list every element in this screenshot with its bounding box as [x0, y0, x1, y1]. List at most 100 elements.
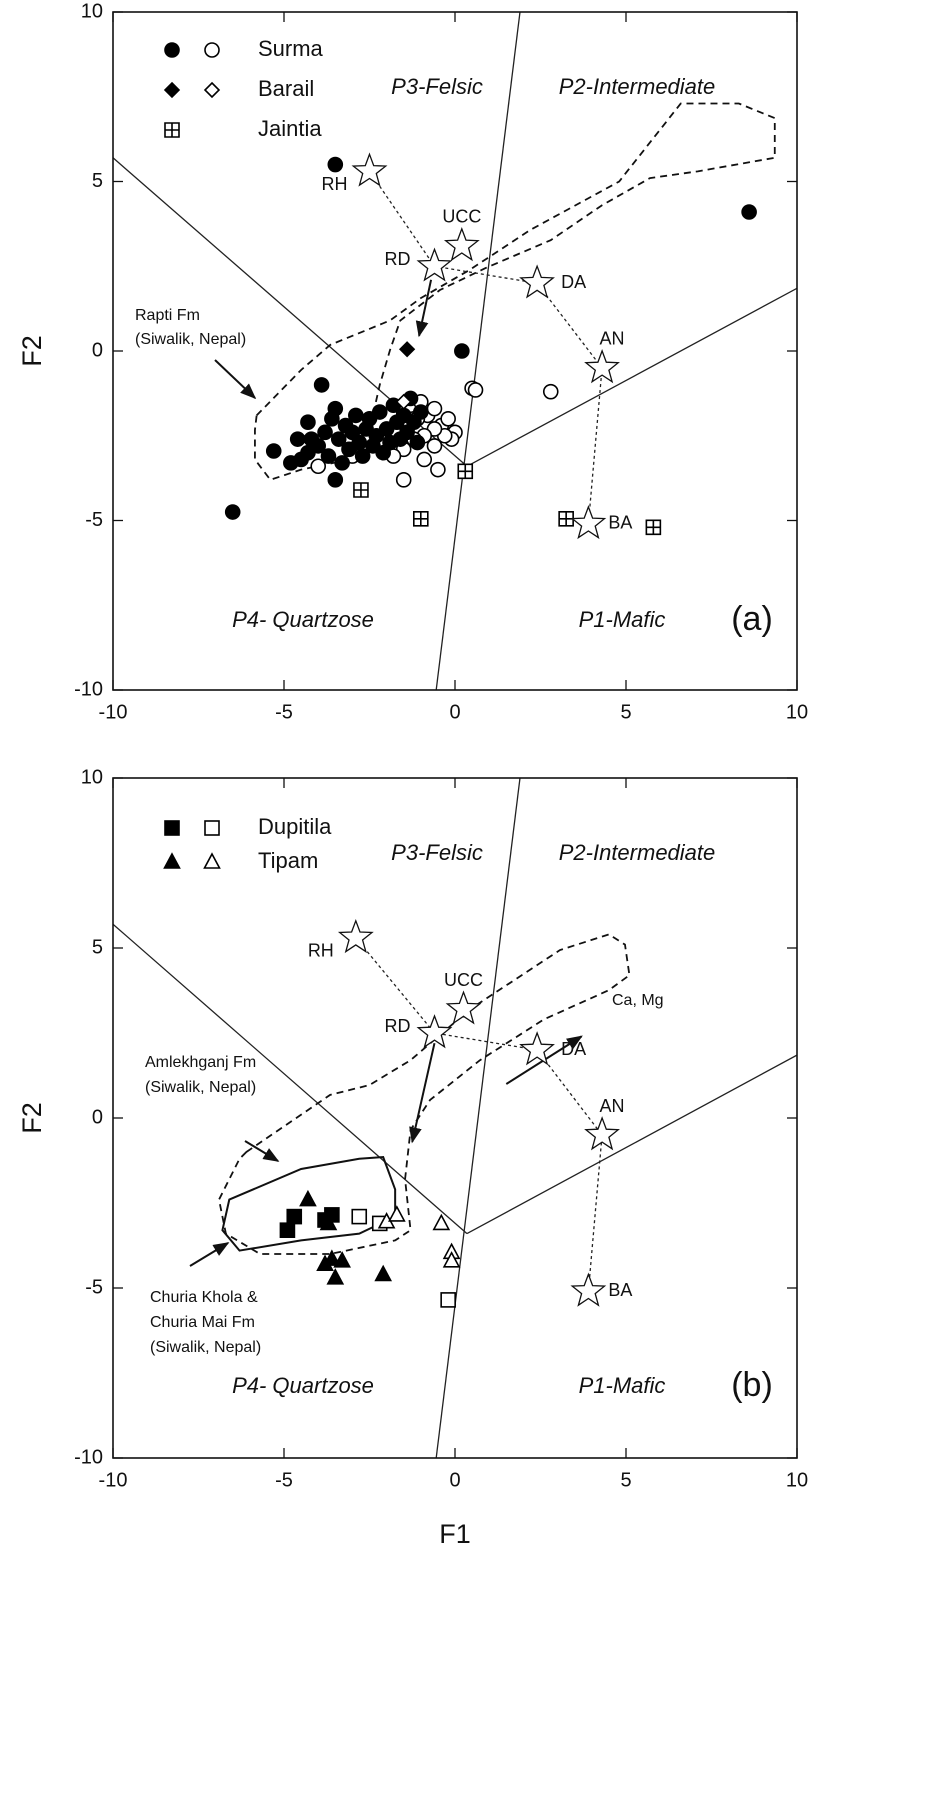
- data-point: [426, 400, 443, 417]
- y-tick-label: -5: [85, 1276, 103, 1298]
- data-point: [299, 1189, 317, 1207]
- region-label: P3-Felsic: [391, 840, 483, 865]
- reference-label: BA: [608, 1280, 632, 1300]
- trend-arrow: [409, 1042, 436, 1144]
- data-point: [334, 455, 350, 471]
- data-point: [354, 448, 371, 464]
- data-point: [440, 1292, 456, 1308]
- data-point: [741, 204, 757, 220]
- data-point: [374, 1264, 393, 1282]
- reference-label: AN: [600, 329, 625, 349]
- reference-star: [519, 1031, 555, 1066]
- data-point: [353, 482, 369, 498]
- reference-label: AN: [600, 1096, 625, 1116]
- y-axis-label: F2: [17, 1102, 47, 1134]
- legend-label: Tipam: [258, 848, 318, 873]
- y-tick-label: 5: [92, 936, 103, 958]
- data-point: [442, 1251, 461, 1268]
- data-point: [327, 400, 344, 417]
- data-point: [310, 458, 327, 475]
- y-tick-label: -5: [85, 509, 103, 531]
- annotation-arrow: [244, 1140, 280, 1162]
- y-tick-label: 10: [81, 0, 103, 22]
- reference-label: RD: [384, 1016, 410, 1036]
- legend-symbol: [164, 122, 180, 138]
- annotation: Ca, Mg: [612, 992, 664, 1009]
- mixing-line: [355, 937, 603, 1292]
- data-point: [454, 343, 470, 359]
- field-boundary: [435, 12, 521, 690]
- data-point: [313, 377, 330, 393]
- x-tick-label: 10: [786, 1469, 808, 1491]
- y-tick-label: 0: [92, 339, 103, 361]
- panel-label: (b): [731, 1366, 773, 1404]
- data-point: [413, 511, 429, 527]
- region-label: P2-Intermediate: [559, 840, 716, 865]
- region-label: P4- Quartzose: [232, 607, 374, 632]
- legend-label: Barail: [258, 76, 314, 101]
- data-point: [348, 407, 364, 424]
- annotation-arrow: [214, 359, 257, 400]
- data-point: [395, 393, 412, 410]
- data-point: [319, 1213, 338, 1231]
- annotation: Rapti Fm: [135, 307, 200, 324]
- data-point: [398, 341, 416, 358]
- data-point: [416, 451, 433, 468]
- reference-star: [584, 349, 620, 384]
- x-tick-label: 10: [786, 701, 808, 723]
- reference-star: [519, 264, 555, 299]
- x-tick-label: -5: [275, 1469, 293, 1491]
- data-point: [412, 404, 429, 420]
- annotation: Amlekhganj Fm: [145, 1054, 256, 1071]
- data-point: [317, 424, 333, 441]
- legend-symbol: [163, 81, 181, 99]
- reference-star: [584, 1116, 620, 1151]
- annotation: (Siwalik, Nepal): [135, 331, 246, 348]
- data-point: [326, 1268, 345, 1285]
- data-point: [310, 438, 327, 454]
- y-axis-label: F2: [17, 335, 47, 367]
- data-point: [330, 431, 347, 447]
- data-point: [467, 382, 484, 398]
- region-label: P4- Quartzose: [232, 1373, 374, 1398]
- legend-label: Surma: [258, 36, 324, 61]
- legend-symbol: [203, 81, 221, 99]
- data-point: [430, 461, 446, 478]
- data-point: [320, 448, 337, 464]
- region-label: P1-Mafic: [579, 607, 666, 632]
- reference-star: [570, 1272, 607, 1307]
- reference-label: BA: [608, 513, 632, 533]
- data-point: [440, 410, 456, 427]
- data-point: [286, 1208, 303, 1225]
- reference-label: UCC: [442, 207, 481, 227]
- data-point: [409, 434, 426, 451]
- legend-label: Jaintia: [258, 116, 322, 141]
- data-point: [426, 438, 443, 454]
- reference-label: DA: [561, 1039, 586, 1059]
- y-tick-label: -10: [74, 1446, 103, 1468]
- data-point: [224, 504, 241, 520]
- data-point: [327, 472, 344, 488]
- data-point: [388, 1205, 406, 1222]
- x-axis-label: F1: [439, 1519, 471, 1549]
- reference-label: RD: [384, 249, 410, 269]
- reference-label: UCC: [444, 970, 483, 990]
- y-tick-label: 10: [81, 766, 103, 788]
- legend-symbol: [203, 852, 221, 869]
- x-tick-label: 5: [620, 1469, 631, 1491]
- data-point: [395, 472, 412, 488]
- annotation: Churia Khola &: [150, 1289, 258, 1306]
- x-tick-label: 0: [449, 701, 460, 723]
- field-boundary: [435, 778, 521, 1458]
- legend-symbol: [204, 820, 220, 836]
- data-point: [432, 1213, 451, 1231]
- field-boundary: [113, 923, 468, 1235]
- data-point: [265, 443, 282, 459]
- reference-star: [337, 918, 374, 954]
- reference-star: [351, 152, 388, 187]
- x-tick-label: 5: [620, 701, 631, 723]
- trend-arrow: [415, 279, 433, 338]
- region-label: P1-Mafic: [579, 1373, 666, 1398]
- y-tick-label: 0: [92, 1106, 103, 1128]
- legend-label: Dupitila: [258, 814, 332, 839]
